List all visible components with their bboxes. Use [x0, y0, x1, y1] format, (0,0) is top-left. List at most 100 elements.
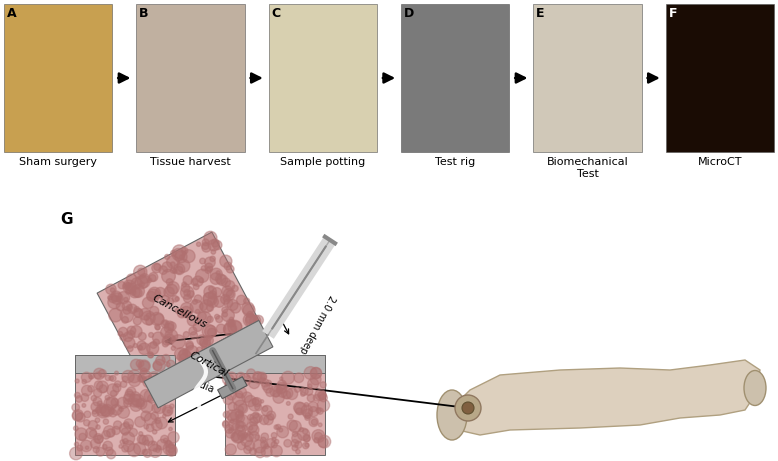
Circle shape — [187, 291, 194, 298]
Circle shape — [163, 407, 172, 416]
Circle shape — [236, 387, 247, 398]
Circle shape — [261, 446, 272, 457]
Circle shape — [216, 324, 226, 333]
Circle shape — [197, 242, 201, 246]
Circle shape — [253, 372, 265, 384]
Circle shape — [226, 382, 238, 394]
Circle shape — [261, 433, 268, 441]
Text: F: F — [668, 7, 677, 20]
Circle shape — [156, 287, 166, 297]
Circle shape — [128, 394, 142, 407]
Circle shape — [139, 308, 151, 320]
Circle shape — [152, 263, 161, 273]
Circle shape — [272, 437, 276, 441]
Circle shape — [141, 411, 151, 421]
Text: MicroCT: MicroCT — [698, 157, 742, 167]
Circle shape — [107, 449, 116, 459]
Circle shape — [261, 437, 266, 443]
Circle shape — [69, 447, 82, 460]
Circle shape — [296, 408, 303, 415]
Circle shape — [124, 337, 135, 348]
Circle shape — [164, 287, 174, 297]
Circle shape — [216, 271, 220, 275]
Circle shape — [144, 315, 149, 320]
Circle shape — [244, 433, 248, 437]
Circle shape — [93, 397, 102, 406]
Circle shape — [131, 394, 145, 407]
Circle shape — [230, 302, 240, 313]
Circle shape — [304, 402, 309, 407]
Circle shape — [205, 263, 212, 271]
Text: Cortical: Cortical — [187, 350, 230, 378]
Circle shape — [314, 437, 319, 443]
Circle shape — [156, 356, 165, 365]
Circle shape — [267, 411, 275, 420]
Circle shape — [167, 298, 173, 305]
Circle shape — [249, 431, 259, 441]
Circle shape — [301, 405, 313, 416]
Circle shape — [166, 377, 174, 384]
Circle shape — [184, 331, 189, 337]
Circle shape — [286, 388, 298, 400]
Circle shape — [274, 439, 279, 444]
Circle shape — [183, 349, 188, 355]
Circle shape — [133, 343, 138, 348]
Circle shape — [155, 418, 161, 424]
Circle shape — [139, 370, 152, 383]
Circle shape — [247, 369, 255, 378]
Circle shape — [225, 281, 235, 290]
Circle shape — [96, 381, 108, 393]
Circle shape — [102, 431, 110, 439]
Text: Test rig: Test rig — [435, 157, 475, 167]
Circle shape — [110, 288, 115, 292]
Circle shape — [229, 429, 233, 433]
Circle shape — [129, 398, 132, 402]
Circle shape — [212, 241, 222, 250]
Circle shape — [109, 308, 122, 322]
Circle shape — [287, 420, 297, 431]
Circle shape — [305, 413, 310, 419]
Circle shape — [237, 442, 245, 450]
Circle shape — [165, 254, 170, 260]
Circle shape — [198, 312, 211, 325]
Circle shape — [149, 372, 160, 383]
Text: 2.0 mm deep: 2.0 mm deep — [297, 293, 337, 355]
Circle shape — [148, 352, 153, 358]
Bar — [75, 355, 175, 373]
Circle shape — [245, 433, 254, 442]
Circle shape — [149, 307, 159, 315]
Circle shape — [166, 279, 173, 285]
Circle shape — [455, 395, 481, 421]
Circle shape — [161, 320, 169, 328]
Circle shape — [138, 431, 143, 436]
Circle shape — [282, 371, 294, 384]
Circle shape — [76, 413, 85, 422]
Circle shape — [177, 350, 191, 364]
Circle shape — [310, 367, 321, 378]
Circle shape — [318, 435, 331, 448]
Circle shape — [124, 422, 129, 427]
Circle shape — [166, 445, 177, 456]
Circle shape — [113, 384, 121, 392]
Circle shape — [137, 341, 146, 350]
Circle shape — [180, 307, 192, 318]
Circle shape — [199, 337, 210, 347]
Circle shape — [207, 304, 213, 311]
Circle shape — [160, 327, 172, 338]
Circle shape — [139, 376, 145, 382]
Circle shape — [215, 314, 219, 319]
Circle shape — [134, 265, 147, 278]
Circle shape — [233, 431, 245, 443]
Circle shape — [161, 296, 170, 304]
Circle shape — [262, 406, 268, 411]
Circle shape — [95, 435, 103, 443]
Circle shape — [231, 432, 240, 441]
Circle shape — [149, 287, 160, 300]
Circle shape — [307, 394, 315, 402]
Circle shape — [278, 384, 286, 393]
Circle shape — [105, 375, 110, 381]
Circle shape — [122, 445, 128, 452]
Circle shape — [315, 390, 326, 400]
Circle shape — [145, 413, 156, 425]
Circle shape — [272, 432, 277, 438]
